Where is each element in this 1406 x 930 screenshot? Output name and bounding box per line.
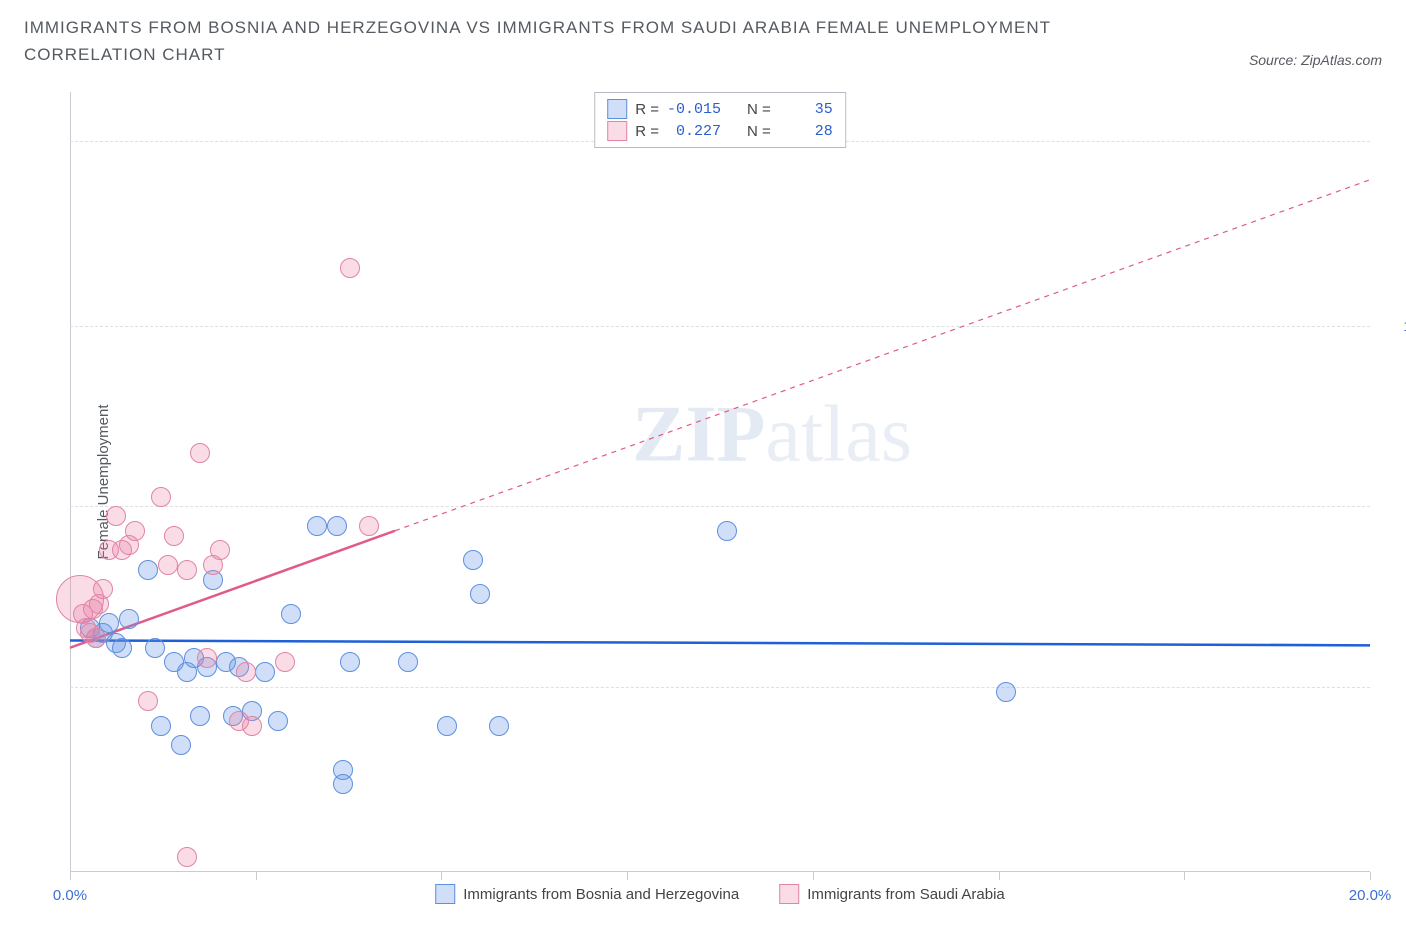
scatter-point-saudi <box>106 506 126 526</box>
scatter-point-bosnia <box>307 516 327 536</box>
scatter-point-bosnia <box>333 774 353 794</box>
stats-n-value-saudi: 28 <box>779 123 833 140</box>
scatter-point-bosnia <box>255 662 275 682</box>
scatter-point-bosnia <box>151 716 171 736</box>
scatter-point-bosnia <box>437 716 457 736</box>
scatter-point-saudi <box>177 847 197 867</box>
legend-swatch-bosnia <box>607 99 627 119</box>
scatter-point-saudi <box>275 652 295 672</box>
x-tick-label: 0.0% <box>53 887 87 904</box>
scatter-point-bosnia <box>171 735 191 755</box>
scatter-point-bosnia <box>268 711 288 731</box>
scatter-point-bosnia <box>112 638 132 658</box>
source-label: Source: ZipAtlas.com <box>1249 52 1382 68</box>
scatter-point-saudi <box>242 716 262 736</box>
trend-lines <box>70 92 1370 872</box>
legend-label-bosnia: Immigrants from Bosnia and Herzegovina <box>463 886 739 903</box>
scatter-point-saudi <box>210 540 230 560</box>
scatter-point-bosnia <box>145 638 165 658</box>
scatter-point-saudi <box>177 560 197 580</box>
scatter-point-bosnia <box>138 560 158 580</box>
scatter-point-saudi <box>340 258 360 278</box>
legend-item-bosnia: Immigrants from Bosnia and Herzegovina <box>435 884 739 904</box>
scatter-point-saudi <box>138 691 158 711</box>
x-tick <box>1370 872 1371 880</box>
legend-swatch-saudi <box>607 121 627 141</box>
legend-label-saudi: Immigrants from Saudi Arabia <box>807 886 1005 903</box>
plot-area: ZIPatlas Female Unemployment 3.8%7.5%11.… <box>70 92 1370 872</box>
scatter-point-bosnia <box>340 652 360 672</box>
scatter-point-saudi <box>125 521 145 541</box>
scatter-point-saudi <box>158 555 178 575</box>
trend-line-bosnia <box>70 640 1370 645</box>
stats-row-saudi: R = 0.227 N = 28 <box>607 121 833 141</box>
trend-line-saudi-dashed <box>395 180 1370 531</box>
scatter-point-saudi <box>86 628 106 648</box>
chart-title: IMMIGRANTS FROM BOSNIA AND HERZEGOVINA V… <box>24 14 1124 68</box>
x-tick <box>441 872 442 880</box>
scatter-point-bosnia <box>470 584 490 604</box>
bottom-legend: Immigrants from Bosnia and Herzegovina Im… <box>435 884 1005 904</box>
scatter-point-saudi <box>236 662 256 682</box>
legend-item-saudi: Immigrants from Saudi Arabia <box>779 884 1005 904</box>
scatter-point-saudi <box>164 526 184 546</box>
scatter-point-saudi <box>93 579 113 599</box>
scatter-point-saudi <box>151 487 171 507</box>
scatter-point-saudi <box>359 516 379 536</box>
stats-row-bosnia: R = -0.015 N = 35 <box>607 99 833 119</box>
x-tick <box>1184 872 1185 880</box>
scatter-point-bosnia <box>119 609 139 629</box>
x-tick <box>627 872 628 880</box>
scatter-point-bosnia <box>489 716 509 736</box>
scatter-point-bosnia <box>190 706 210 726</box>
legend-swatch-saudi <box>779 884 799 904</box>
scatter-point-saudi <box>190 443 210 463</box>
stats-r-label: R = <box>635 123 659 140</box>
stats-r-label: R = <box>635 101 659 118</box>
scatter-point-saudi <box>197 648 217 668</box>
stats-n-value-bosnia: 35 <box>779 101 833 118</box>
scatter-point-bosnia <box>463 550 483 570</box>
x-tick <box>70 872 71 880</box>
stats-box: R = -0.015 N = 35 R = 0.227 N = 28 <box>594 92 846 148</box>
x-tick <box>813 872 814 880</box>
scatter-point-bosnia <box>717 521 737 541</box>
legend-swatch-bosnia <box>435 884 455 904</box>
scatter-point-bosnia <box>281 604 301 624</box>
x-tick-label: 20.0% <box>1349 887 1392 904</box>
stats-n-label: N = <box>747 101 771 118</box>
x-tick <box>256 872 257 880</box>
scatter-point-bosnia <box>398 652 418 672</box>
scatter-point-bosnia <box>327 516 347 536</box>
stats-r-value-saudi: 0.227 <box>667 123 721 140</box>
scatter-point-bosnia <box>996 682 1016 702</box>
stats-r-value-bosnia: -0.015 <box>667 101 721 118</box>
stats-n-label: N = <box>747 123 771 140</box>
x-tick <box>999 872 1000 880</box>
